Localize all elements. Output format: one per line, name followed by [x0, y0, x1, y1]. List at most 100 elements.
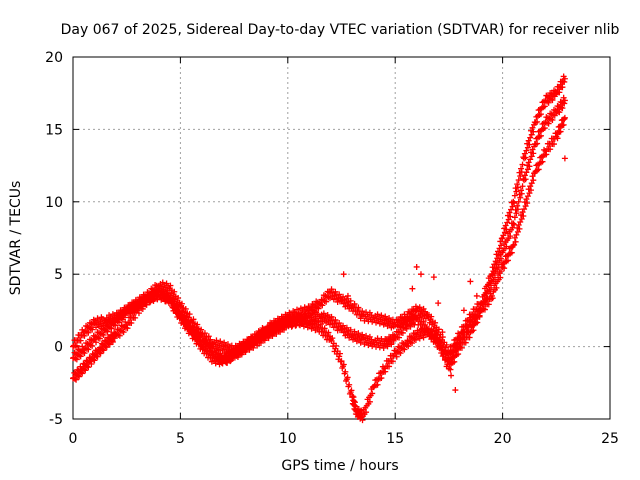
trace-marker [511, 192, 518, 199]
trace-marker [437, 338, 444, 345]
trace-marker [481, 306, 488, 313]
trace-marker [399, 329, 406, 336]
trace-marker [466, 334, 473, 341]
trace-marker [344, 374, 351, 381]
trace-marker [258, 336, 265, 343]
x-tick-label: 0 [69, 431, 78, 447]
trace-marker [179, 313, 186, 320]
data-point [417, 271, 424, 278]
trace-marker [217, 350, 224, 357]
trace-marker [476, 312, 483, 319]
trace-marker [88, 360, 95, 367]
trace-marker [183, 318, 190, 325]
trace-marker [382, 368, 389, 375]
trace-marker [100, 332, 107, 339]
trace-marker [420, 318, 427, 325]
trace-marker [369, 390, 376, 397]
data-point [561, 97, 568, 104]
data-point [460, 307, 467, 314]
data-point [439, 329, 446, 336]
data-point [344, 292, 351, 299]
trace-marker [554, 135, 561, 142]
trace-marker [530, 128, 537, 135]
trace-marker [156, 284, 163, 291]
trace-marker [407, 323, 414, 330]
trace-marker [524, 200, 531, 207]
data-point [473, 292, 480, 299]
trace-marker [515, 198, 522, 205]
trace-marker [277, 328, 284, 335]
trace-marker [515, 177, 522, 184]
trace-marker [93, 339, 100, 346]
trace-marker [247, 344, 254, 351]
trace-marker [559, 84, 566, 91]
trace-marker [120, 329, 127, 336]
y-axis-label: SDTVAR / TECUs [8, 181, 24, 296]
trace-marker [526, 163, 533, 170]
trace-marker [518, 187, 525, 194]
data-point [510, 198, 517, 205]
trace-marker [108, 325, 115, 332]
trace-marker [530, 150, 537, 157]
trace-marker [89, 326, 96, 333]
trace-marker [77, 337, 84, 344]
trace-marker [164, 291, 171, 298]
trace-marker [201, 337, 208, 344]
trace-marker [527, 187, 534, 194]
trace-marker [556, 109, 563, 116]
trace-marker [493, 284, 500, 291]
data-point [338, 358, 345, 365]
trace-marker [187, 323, 194, 330]
trace-marker [89, 342, 96, 349]
x-tick-label: 5 [176, 431, 185, 447]
data-point [467, 278, 474, 285]
trace-marker [132, 298, 139, 305]
x-axis-label: GPS time / hours [281, 458, 398, 474]
trace-marker [516, 225, 523, 232]
trace-marker [503, 243, 510, 250]
trace-marker [389, 358, 396, 365]
plot-frame [72, 56, 611, 420]
trace-marker [519, 183, 526, 190]
trace-marker [160, 287, 167, 294]
trace-marker [168, 295, 175, 302]
trace-marker [537, 111, 544, 118]
trace-marker [351, 300, 358, 307]
trace-marker [560, 94, 567, 101]
trace-marker [128, 320, 135, 327]
trace-marker [135, 310, 142, 317]
trace-marker [489, 295, 496, 302]
trace-marker [85, 329, 92, 336]
trace-marker [429, 328, 436, 335]
data-point [561, 75, 568, 82]
trace-marker [455, 351, 462, 358]
trace-marker [91, 357, 98, 364]
trace-marker [549, 97, 556, 104]
trace-marker [560, 121, 567, 128]
data-point [510, 220, 517, 227]
trace-marker [213, 347, 220, 354]
x-tick-label: 10 [279, 431, 297, 447]
trace-marker [321, 325, 328, 332]
trace-marker [534, 118, 541, 125]
trace-marker [520, 212, 527, 219]
data-point [435, 300, 442, 307]
data-point [561, 114, 568, 121]
trace-marker [433, 330, 440, 337]
trace-marker [541, 125, 548, 132]
y-tick-label: 10 [45, 195, 63, 211]
trace-marker [397, 350, 404, 357]
trace-marker [412, 336, 419, 343]
trace-marker [522, 176, 529, 183]
trace-marker [198, 326, 205, 333]
trace-marker [409, 340, 416, 347]
trace-marker [81, 350, 88, 357]
trace-marker [336, 291, 343, 298]
trace-marker [551, 93, 558, 100]
trace-marker [522, 154, 529, 161]
trace-marker [517, 194, 524, 201]
trace-marker [325, 329, 332, 336]
trace-marker [425, 325, 432, 332]
trace-marker [357, 339, 364, 346]
